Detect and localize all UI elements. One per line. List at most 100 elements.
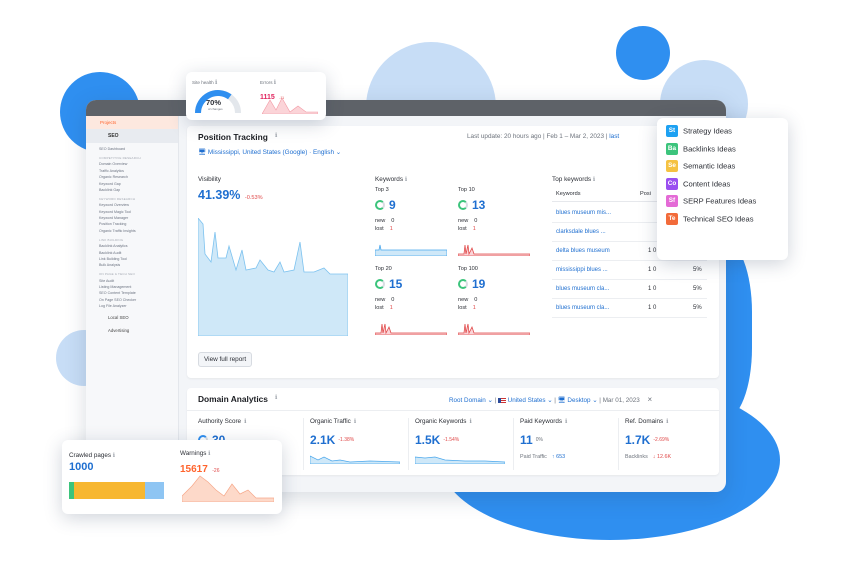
- sidebar-item[interactable]: SEO Content Template: [99, 291, 136, 296]
- chevron-down-icon: ⌄: [547, 397, 553, 404]
- sidebar-item-advertising[interactable]: Advertising: [86, 322, 178, 335]
- crawled-pages-bar: [69, 482, 164, 499]
- warnings-label: Warnings ℹ: [180, 450, 210, 457]
- info-icon[interactable]: ℹ: [275, 133, 278, 139]
- sidebar-dashboard-label: SEO Dashboard: [99, 147, 126, 151]
- keyword-link[interactable]: delta blues museum: [556, 248, 610, 254]
- keywords-label-text: Keywords: [375, 176, 404, 183]
- keyword-tile[interactable]: Top 100 19 new 0 lost 1: [458, 266, 534, 336]
- window-title-bar: [86, 100, 726, 116]
- domain-metric-label: Paid Keywords ℹ: [520, 418, 613, 425]
- sidebar-item[interactable]: Domain Overview: [99, 162, 128, 167]
- sidebar-section-heading: LINK BUILDING: [99, 237, 124, 242]
- keyword-link[interactable]: blues museum cla...: [556, 305, 610, 311]
- sidebar-item[interactable]: Organic Traffic Insights: [99, 228, 136, 233]
- table-row[interactable]: blues museum cla... 1 0 5%: [552, 299, 707, 318]
- keyword-tile-lost: lost 1: [458, 305, 534, 311]
- info-icon[interactable]: ℹ: [404, 177, 408, 183]
- domain-metric[interactable]: Organic Keywords ℹ 1.5K -1.54%: [408, 418, 508, 470]
- sidebar-item[interactable]: Log File Analyzer: [99, 304, 127, 309]
- new-label: new: [458, 218, 469, 224]
- col-keywords: Keywords: [556, 191, 581, 197]
- keyword-link[interactable]: blues museum cla...: [556, 286, 610, 292]
- keyword-tile-sparkline: [458, 323, 530, 335]
- ideas-menu-item[interactable]: Te Technical SEO Ideas: [666, 212, 788, 231]
- location-selector[interactable]: 🖥 Mississippi, United States (Google) · …: [198, 148, 341, 156]
- root-domain-select[interactable]: Root Domain ⌄: [449, 397, 493, 404]
- site-health-percent: 70%: [206, 98, 222, 107]
- top-keywords-label-text: Top keywords: [552, 176, 592, 183]
- warnings-metric: 15617 -26: [180, 459, 220, 477]
- domain-metric-delta: 0%: [535, 436, 543, 443]
- sidebar-item[interactable]: Keyword Manager: [99, 216, 129, 220]
- info-icon: ℹ: [565, 419, 568, 425]
- info-icon: ℹ: [244, 419, 247, 425]
- sidebar-item[interactable]: Backlink Analytics: [99, 244, 128, 249]
- ideas-menu-item[interactable]: Ba Backlinks Ideas: [666, 142, 788, 161]
- country-select[interactable]: United States ⌄: [497, 397, 553, 404]
- table-row[interactable]: clarksdale blues ...: [552, 223, 707, 242]
- col-position: Posi: [640, 191, 651, 197]
- table-row[interactable]: mississippi blues ... 1 0 5%: [552, 261, 707, 280]
- sidebar-item[interactable]: Keyword Gap: [99, 181, 121, 186]
- sidebar-item-seo-dashboard[interactable]: SEO Dashboard: [86, 143, 178, 152]
- last-link[interactable]: last: [609, 133, 620, 140]
- monitor-icon: 🖥: [557, 397, 566, 404]
- table-row[interactable]: blues museum cla... 1 0 5%: [552, 280, 707, 299]
- sidebar-item[interactable]: Organic Research: [99, 175, 128, 180]
- crawled-pages-value: 1000: [69, 461, 94, 473]
- info-icon: ℹ: [208, 451, 211, 457]
- keyword-link[interactable]: mississippi blues ...: [556, 267, 608, 273]
- lost-value: 1: [389, 226, 393, 232]
- sidebar-item[interactable]: Keyword Overview: [99, 203, 129, 208]
- info-icon[interactable]: ℹ: [592, 177, 596, 183]
- sidebar-item[interactable]: Site Audit: [99, 278, 115, 283]
- ideas-menu-item-label: Backlinks Ideas: [683, 144, 736, 153]
- lost-value: 1: [472, 305, 476, 311]
- keyword-share: 5%: [693, 305, 702, 311]
- close-icon[interactable]: ×: [647, 395, 653, 404]
- sidebar-item[interactable]: Position Tracking: [99, 222, 127, 227]
- keyword-link[interactable]: clarksdale blues ...: [556, 229, 606, 235]
- date-range-text[interactable]: Feb 1 – Mar 2, 2023: [546, 133, 605, 140]
- sidebar-item-seo[interactable]: SEO: [86, 129, 178, 143]
- sidebar-item[interactable]: Traffic Analytics: [99, 168, 124, 173]
- keyword-tile[interactable]: Top 3 9 new 0 lost 1: [375, 187, 451, 257]
- domain-metric[interactable]: Ref. Domains ℹ 1.7K -2.69% Backlinks ↓ 12.6K: [618, 418, 718, 470]
- sidebar-item[interactable]: Backlink Audit: [99, 250, 122, 255]
- device-select[interactable]: 🖥 Desktop ⌄: [558, 397, 598, 404]
- info-icon[interactable]: ℹ: [275, 395, 278, 401]
- ideas-menu-item[interactable]: Se Semantic Ideas: [666, 160, 788, 178]
- sidebar-item-local-seo[interactable]: Local SEO: [86, 309, 178, 322]
- ideas-menu-item[interactable]: Sf SERP Features Ideas: [666, 195, 788, 213]
- ring-icon: [458, 199, 468, 210]
- table-row[interactable]: blues museum mis...: [552, 204, 707, 223]
- device-label: Desktop: [567, 397, 591, 404]
- sidebar-section-heading: ON PAGE & TECH SEO: [99, 272, 135, 277]
- sidebar-item[interactable]: Keyword Magic Tool: [99, 209, 132, 214]
- keyword-tile[interactable]: Top 20 15 new 0 lost 1: [375, 266, 451, 336]
- domain-metric-sub-value: ↑ 653: [551, 454, 566, 460]
- crawled-pages-label: Crawled pages ℹ: [69, 452, 115, 459]
- sidebar-item[interactable]: On Page SEO Checker: [99, 297, 137, 302]
- sidebar-item[interactable]: Listing Management: [99, 285, 132, 289]
- sidebar-item[interactable]: Bulk Analysis: [99, 263, 121, 268]
- keyword-link[interactable]: blues museum mis...: [556, 210, 612, 216]
- view-full-report-button[interactable]: View full report: [198, 352, 253, 367]
- ideas-menu-item[interactable]: Co Content Ideas: [666, 177, 788, 196]
- info-icon: ℹ: [353, 419, 357, 425]
- keyword-tile-new: new 0: [375, 297, 451, 303]
- keyword-tile[interactable]: Top 10 13 new 0 lost 1: [458, 187, 534, 257]
- info-icon: ℹ: [112, 453, 116, 459]
- ideas-menu: St Strategy Ideas Ba Backlinks Ideas Se Seman…: [657, 118, 788, 260]
- keyword-tile-value: 15: [389, 276, 403, 291]
- ideas-menu-item[interactable]: St Strategy Ideas: [666, 125, 788, 143]
- domain-metric[interactable]: Organic Traffic ℹ 2.1K -1.38%: [303, 418, 403, 470]
- lost-label: lost: [458, 226, 467, 232]
- domain-metric[interactable]: Paid Keywords ℹ 11 0% Paid Traffic ↑ 653: [513, 418, 613, 470]
- sidebar-item-projects[interactable]: Projects: [86, 116, 178, 129]
- sidebar-item[interactable]: Link Building Tool: [99, 256, 127, 261]
- keyword-tile-sparkline: [458, 244, 530, 256]
- sidebar-local-seo-label: Local SEO: [108, 315, 129, 321]
- sidebar-item[interactable]: Backlink Gap: [99, 187, 121, 192]
